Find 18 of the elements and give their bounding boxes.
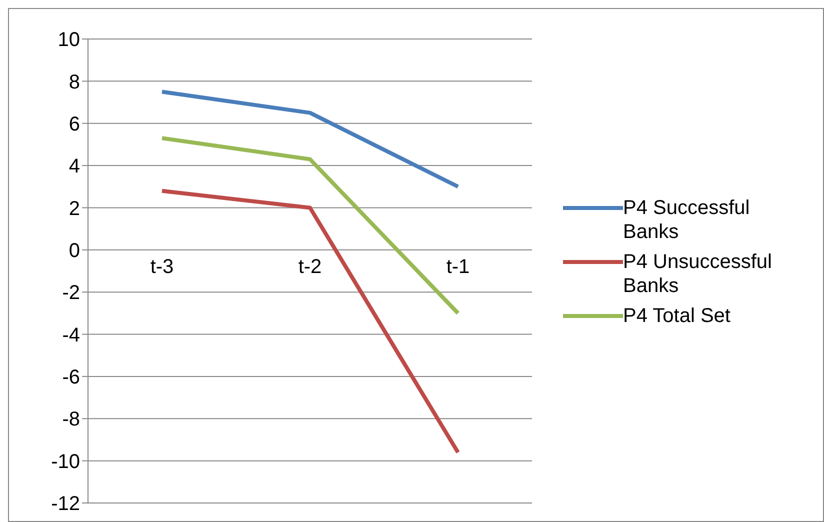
legend-label: P4 Total Set bbox=[623, 304, 730, 328]
y-tick-label: -8 bbox=[62, 408, 80, 431]
x-tick-label: t-2 bbox=[298, 256, 322, 278]
y-tick-label: 6 bbox=[68, 113, 80, 136]
y-tick-label: -10 bbox=[51, 450, 80, 473]
y-tick-label: -4 bbox=[62, 324, 80, 346]
y-tick-label: 2 bbox=[68, 198, 80, 220]
y-tick-label: 4 bbox=[68, 156, 80, 178]
y-tick-label: -6 bbox=[62, 366, 80, 389]
y-tick-label: -2 bbox=[62, 282, 80, 304]
legend-label: P4 Unsuccessful Banks bbox=[623, 250, 773, 298]
y-tick-label: -12 bbox=[51, 493, 80, 516]
legend-label: P4 Successful Banks bbox=[623, 196, 751, 244]
y-tick-label: 0 bbox=[68, 240, 80, 262]
y-tick-label: 10 bbox=[58, 29, 80, 52]
y-tick-label: 8 bbox=[68, 71, 80, 94]
x-tick-label: t-1 bbox=[446, 256, 470, 278]
x-tick-label: t-3 bbox=[150, 256, 174, 278]
